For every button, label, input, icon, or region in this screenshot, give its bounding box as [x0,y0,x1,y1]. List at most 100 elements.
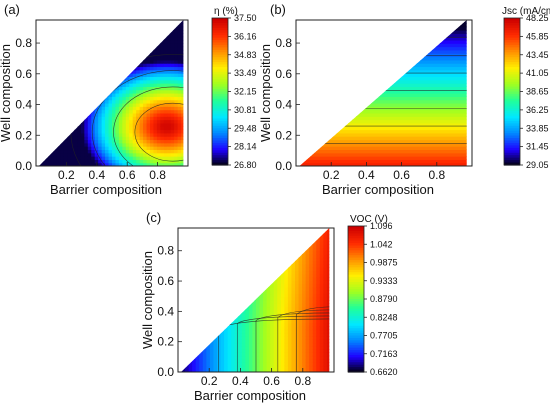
heatmap-cell [188,241,193,245]
heatmap-cell [101,93,106,97]
heatmap-cell [400,39,405,44]
heatmap-cell [384,29,389,34]
heatmap-cell [167,149,172,154]
heatmap-cell [202,254,207,259]
heatmap-cell [384,119,389,124]
colorbar-step [212,86,228,90]
heatmap-cell [336,119,341,124]
heatmap-cell [308,66,313,71]
heatmap-cell [181,29,184,34]
heatmap-cell [153,33,158,38]
heatmap-cell [160,79,165,84]
heatmap-cell [77,49,82,54]
heatmap-cell [348,119,353,124]
heatmap-cell [300,36,305,41]
heatmap-cell [432,159,437,164]
heatmap-cell [231,355,236,360]
heatmap-cell [396,139,401,144]
heatmap-cell [332,83,337,87]
heatmap-cell [234,336,239,340]
heatmap-cell [49,56,54,61]
heatmap-cell [356,102,361,107]
heatmap-cell [46,66,51,71]
heatmap-cell [39,106,44,111]
heatmap-cell [360,109,365,114]
heatmap-cell [324,26,329,31]
heatmap-cell [304,53,309,58]
heatmap-cell [153,56,158,61]
heatmap-cell [372,59,377,64]
heatmap-cell [115,142,120,147]
heatmap-cell [424,152,429,157]
heatmap-cell [231,326,236,331]
heatmap-cell [118,66,123,71]
heatmap-cell [80,43,85,48]
heatmap-cell [80,126,85,131]
heatmap-cell [209,296,215,301]
heatmap-cell [56,106,61,111]
heatmap-cell [231,368,236,372]
heatmap-cell [396,156,401,160]
heatmap-cell [392,99,397,104]
colorbar-tick-label: 29.48 [234,123,257,133]
heatmap-cell [206,329,211,334]
heatmap-cell [364,102,369,107]
heatmap-cell [122,129,127,134]
heatmap-cell [63,162,68,166]
heatmap-cell [105,146,110,151]
heatmap-cell [112,159,117,164]
heatmap-cell [91,20,96,24]
heatmap-cell [444,109,449,114]
heatmap-cell [108,146,113,151]
heatmap-cell [101,59,106,64]
heatmap-cell [340,159,345,164]
heatmap-cell [170,119,175,124]
heatmap-cell [46,136,51,141]
heatmap-cell [404,142,409,147]
heatmap-cell [185,326,190,331]
heatmap-cell [181,73,184,78]
colorbar-step [212,130,228,134]
heatmap-cell [400,156,405,160]
heatmap-cell [101,99,106,104]
heatmap-cell [199,303,204,308]
heatmap-cell [177,83,182,87]
heatmap-cell [115,159,120,164]
heatmap-cell [224,250,229,255]
heatmap-cell [444,119,449,124]
heatmap-cell [181,316,183,321]
heatmap-cell [46,106,51,111]
heatmap-cell [360,126,365,131]
heatmap-cell [199,244,204,249]
heatmap-cell [368,83,373,87]
heatmap-cell [129,83,134,87]
colorbar-step [504,64,520,68]
colorbar-step [212,118,228,122]
heatmap-cell [392,69,397,74]
heatmap-cell [412,93,417,97]
heatmap-cell [163,142,168,147]
heatmap-cell [320,142,325,147]
heatmap-cell [352,89,357,94]
heatmap-cell [299,93,301,97]
heatmap-cell [143,69,148,74]
heatmap-cell [308,112,313,117]
heatmap-cell [70,69,75,74]
heatmap-cell [220,296,225,301]
heatmap-cell [444,122,449,127]
heatmap-cell [132,63,137,68]
heatmap-cell [396,63,401,68]
heatmap-cell [436,83,441,87]
heatmap-cell [105,159,110,164]
heatmap-cell [132,79,137,84]
heatmap-cell [234,241,239,245]
heatmap-cell [352,142,357,147]
heatmap-cell [206,286,211,291]
heatmap-cell [364,69,369,74]
heatmap-cell [384,66,389,71]
heatmap-cell [192,293,197,298]
heatmap-cell [181,254,186,259]
heatmap-cell [153,26,158,31]
heatmap-cell [456,20,461,24]
heatmap-cell [392,20,397,24]
